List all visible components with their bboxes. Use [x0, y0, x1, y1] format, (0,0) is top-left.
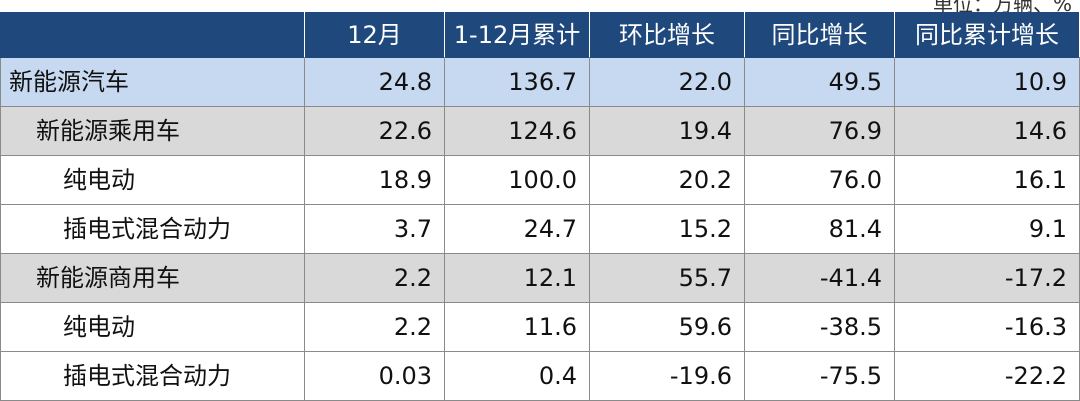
row-label: 纯电动 — [0, 303, 305, 352]
value-cell: 59.6 — [590, 303, 745, 352]
value-cell: 81.4 — [745, 205, 895, 254]
header-cell: 1-12月累计 — [445, 12, 590, 58]
value-cell: -17.2 — [895, 254, 1080, 303]
value-cell: 0.03 — [305, 352, 445, 401]
value-cell: 2.2 — [305, 303, 445, 352]
header-cell: 同比累计增长 — [895, 12, 1080, 58]
value-cell: -41.4 — [745, 254, 895, 303]
header-cell: 同比增长 — [745, 12, 895, 58]
value-cell: 0.4 — [445, 352, 590, 401]
row-label: 纯电动 — [0, 156, 305, 205]
value-cell: 55.7 — [590, 254, 745, 303]
header-cell: 12月 — [305, 12, 445, 58]
row-label: 新能源商用车 — [0, 254, 305, 303]
value-cell: 49.5 — [745, 58, 895, 107]
value-cell: -38.5 — [745, 303, 895, 352]
value-cell: 14.6 — [895, 107, 1080, 156]
value-cell: 24.7 — [445, 205, 590, 254]
header-cell: 环比增长 — [590, 12, 745, 58]
value-cell: -75.5 — [745, 352, 895, 401]
value-cell: 19.4 — [590, 107, 745, 156]
value-cell: 2.2 — [305, 254, 445, 303]
value-cell: 12.1 — [445, 254, 590, 303]
value-cell: 136.7 — [445, 58, 590, 107]
header-cell — [0, 12, 305, 58]
value-cell: 18.9 — [305, 156, 445, 205]
value-cell: -22.2 — [895, 352, 1080, 401]
value-cell: 22.0 — [590, 58, 745, 107]
value-cell: -19.6 — [590, 352, 745, 401]
row-label: 新能源乘用车 — [0, 107, 305, 156]
value-cell: 10.9 — [895, 58, 1080, 107]
row-label: 插电式混合动力 — [0, 352, 305, 401]
value-cell: 9.1 — [895, 205, 1080, 254]
row-label: 插电式混合动力 — [0, 205, 305, 254]
value-cell: 15.2 — [590, 205, 745, 254]
value-cell: 20.2 — [590, 156, 745, 205]
value-cell: 76.9 — [745, 107, 895, 156]
value-cell: 76.0 — [745, 156, 895, 205]
value-cell: 11.6 — [445, 303, 590, 352]
value-cell: 124.6 — [445, 107, 590, 156]
value-cell: -16.3 — [895, 303, 1080, 352]
value-cell: 16.1 — [895, 156, 1080, 205]
value-cell: 22.6 — [305, 107, 445, 156]
value-cell: 24.8 — [305, 58, 445, 107]
value-cell: 100.0 — [445, 156, 590, 205]
row-label: 新能源汽车 — [0, 58, 305, 107]
value-cell: 3.7 — [305, 205, 445, 254]
